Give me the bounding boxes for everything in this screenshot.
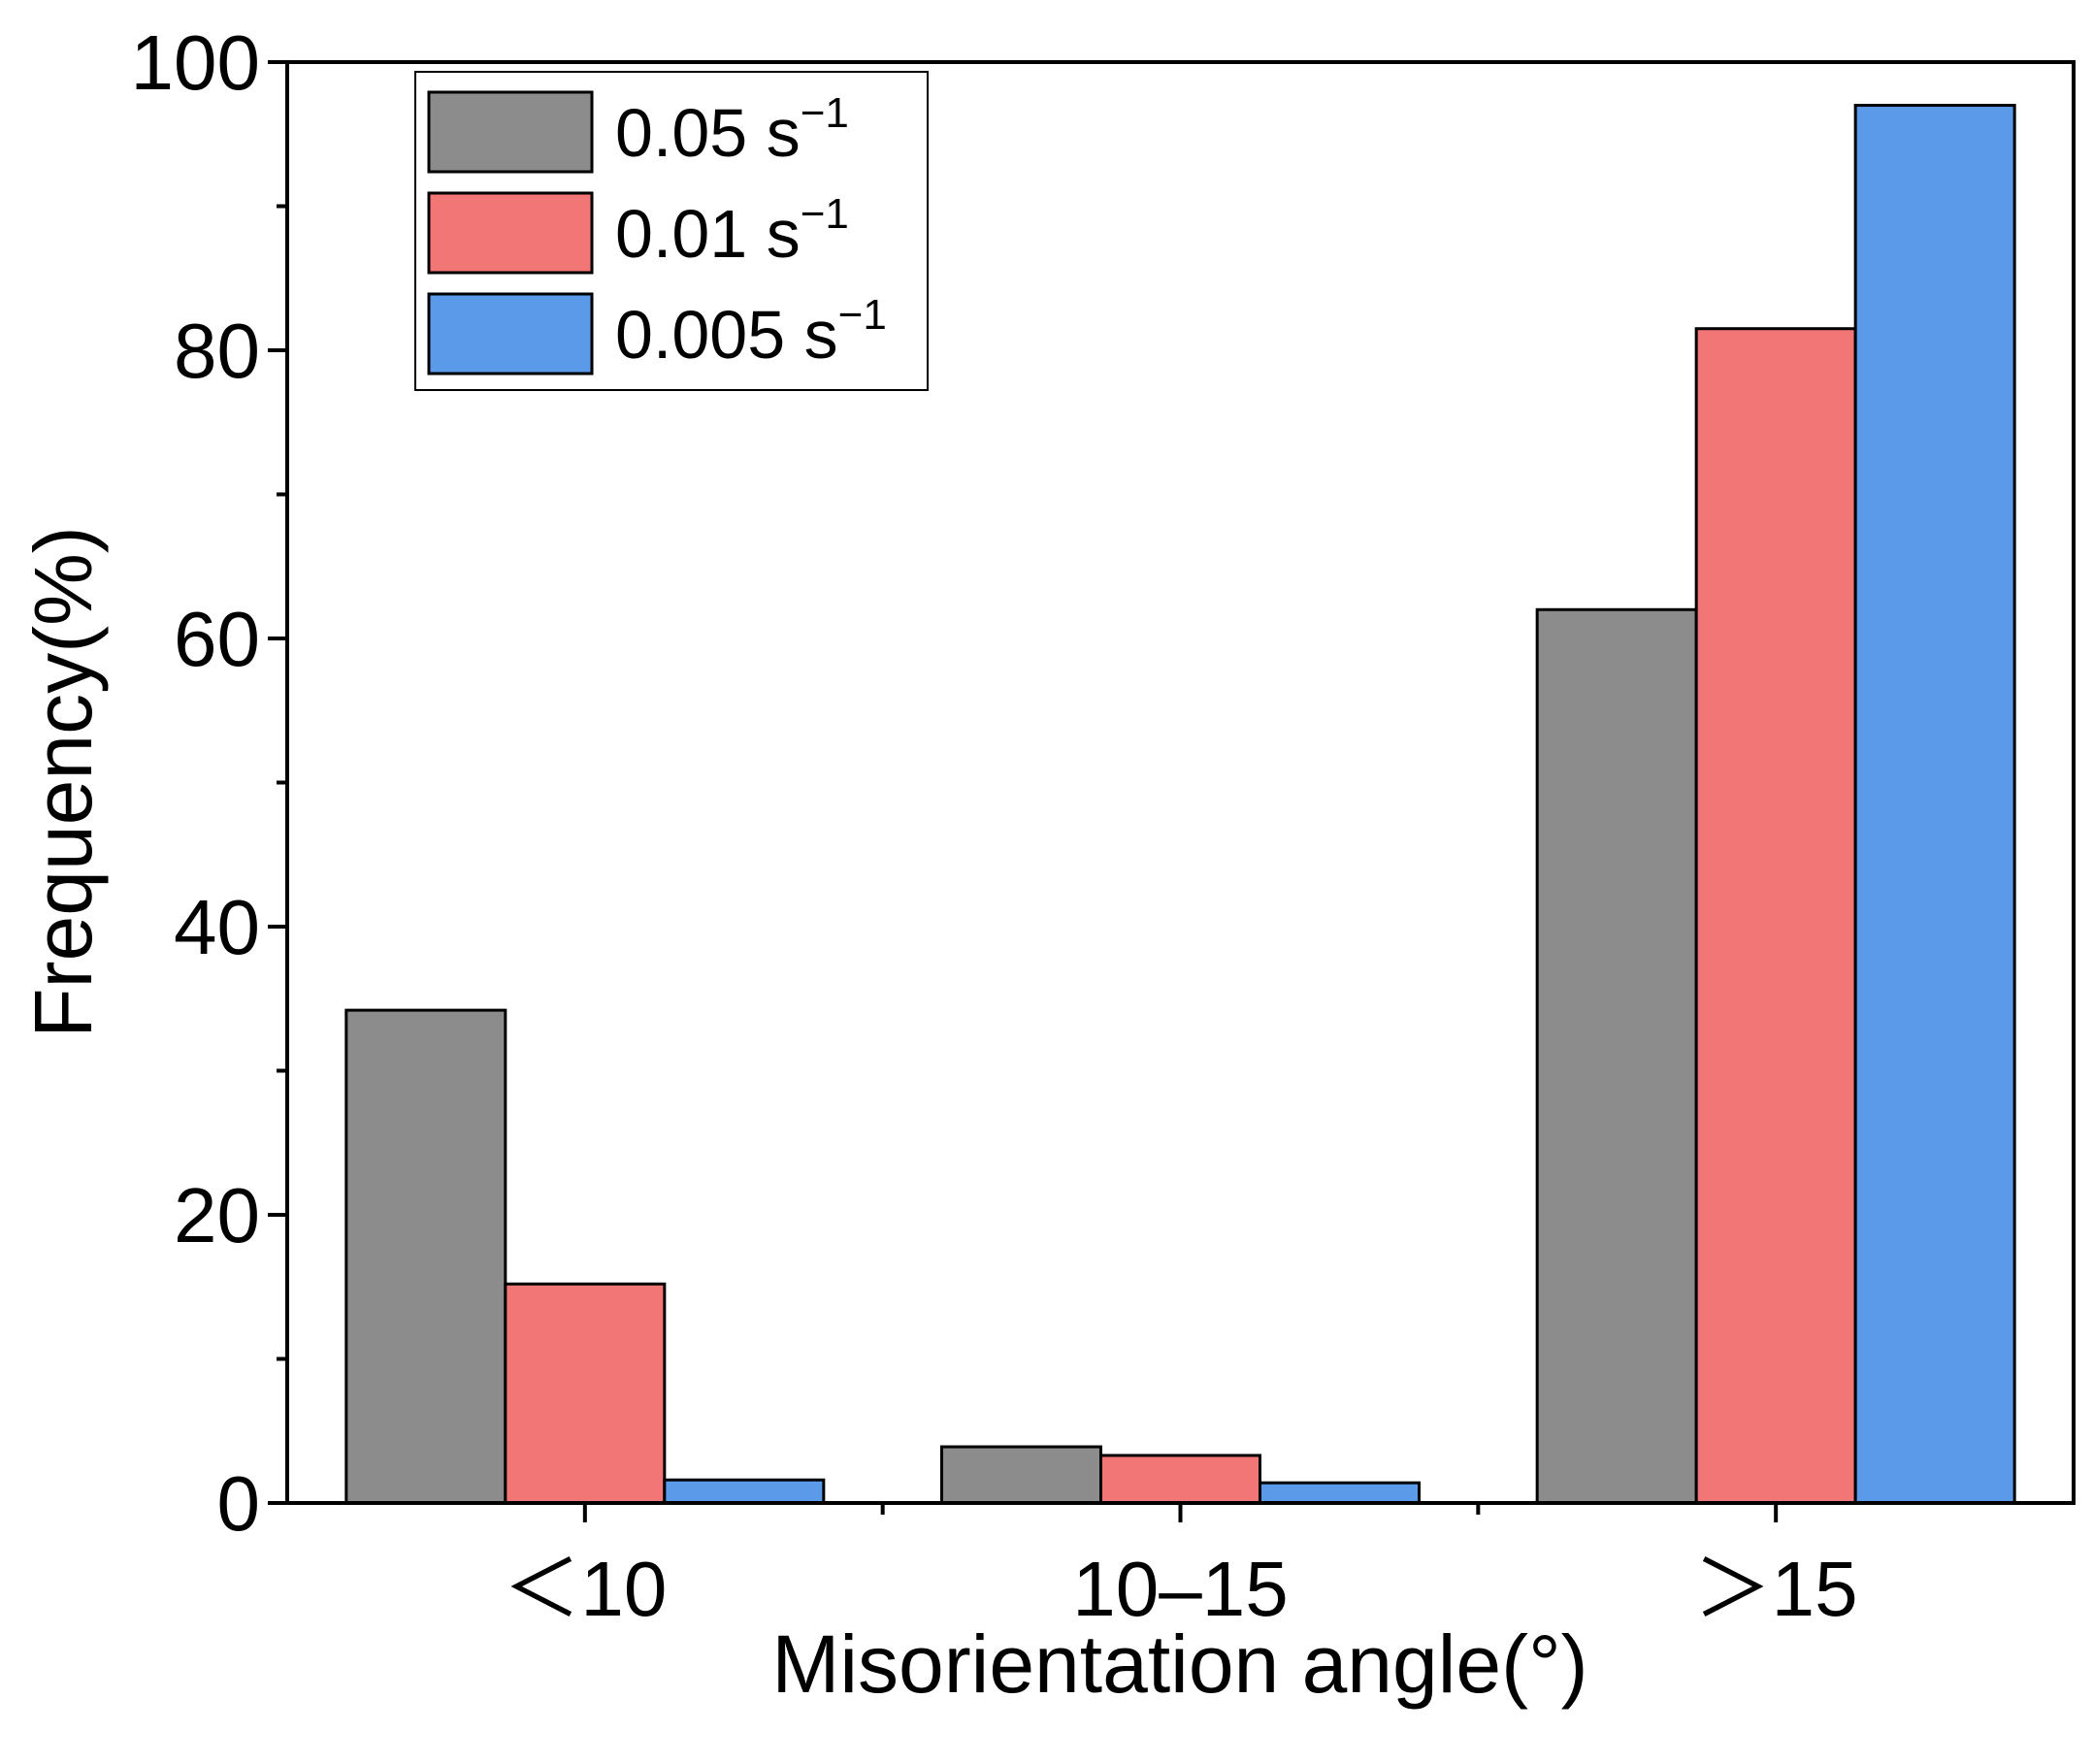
x-axis-title: Misorientation angle(°)	[771, 1618, 1587, 1710]
y-tick-label: 40	[174, 884, 260, 970]
bars-group	[344, 104, 2016, 1505]
bar-2-3	[1694, 327, 1857, 1505]
legend: 0.05 s−10.01 s−10.005 s−1	[414, 71, 929, 391]
bar-1-3	[1535, 607, 1698, 1505]
legend-swatch	[427, 90, 594, 174]
y-axis-title: Frequency(%)	[17, 526, 109, 1038]
bar-2-2	[1099, 1454, 1261, 1505]
y-tick-label: 20	[174, 1172, 260, 1258]
bar-3-2	[1259, 1481, 1421, 1505]
bar-3-1	[663, 1478, 826, 1505]
bar-3-3	[1853, 104, 2016, 1505]
y-tick-label: 80	[174, 308, 260, 394]
legend-label: 0.005 s−1	[615, 291, 887, 373]
y-axis: 0 20 40 60 80 100	[131, 19, 287, 1547]
x-tick-label: 10–15	[1072, 1546, 1288, 1632]
legend-swatch	[427, 191, 594, 275]
bar-1-2	[940, 1445, 1102, 1505]
x-tick-label: ＜10	[503, 1546, 667, 1632]
x-axis: ＜10 10–15 ＞15	[503, 1503, 1858, 1632]
y-tick-label: 60	[174, 596, 260, 682]
bar-1-1	[344, 1008, 507, 1505]
bar-2-1	[504, 1282, 667, 1505]
legend-swatch	[427, 292, 594, 376]
y-tick-label: 0	[217, 1460, 261, 1547]
y-tick-label: 100	[131, 19, 260, 106]
x-tick-label: ＞15	[1694, 1546, 1858, 1632]
